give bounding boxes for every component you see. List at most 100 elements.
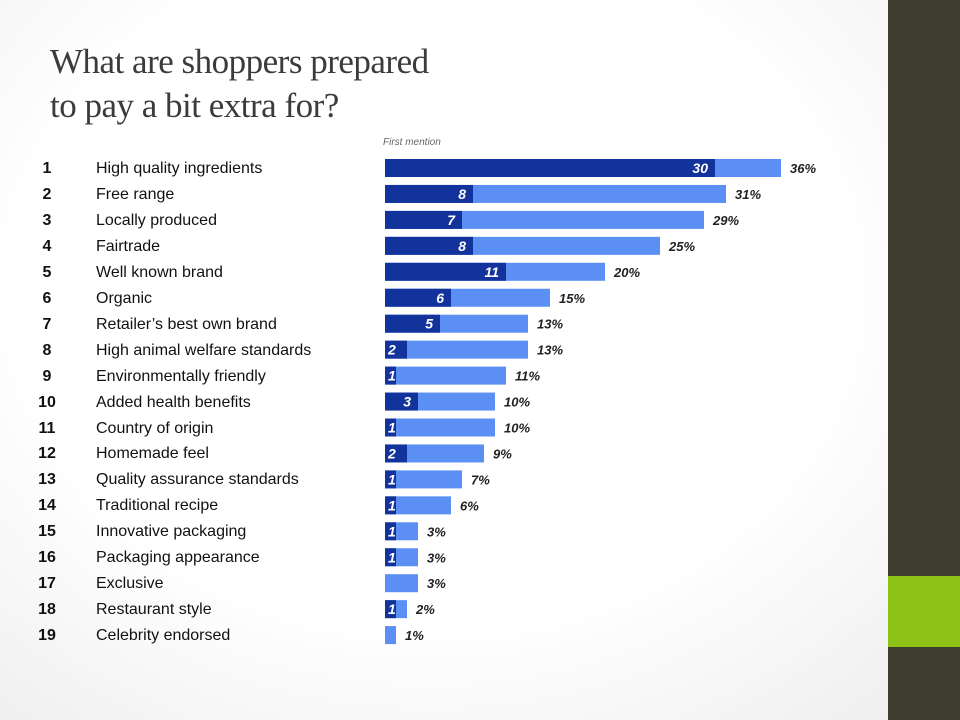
first-mention-value-label: 1: [388, 471, 396, 487]
rank-number: 1: [42, 160, 52, 177]
category-label: High animal welfare standards: [96, 341, 312, 359]
first-mention-value-label: 3: [403, 394, 411, 410]
category-label: Innovative packaging: [96, 523, 247, 541]
total-value-label: 6%: [460, 498, 479, 513]
rank-number: 5: [42, 263, 52, 281]
sidebar-accent-block: [888, 576, 960, 647]
first-mention-value-label: 8: [458, 238, 466, 254]
first-mention-value-label: 30: [692, 160, 708, 176]
category-label: High quality ingredients: [96, 160, 263, 177]
total-bar: [385, 496, 451, 515]
category-label: Quality assurance standards: [96, 471, 299, 489]
first-mention-bar: [385, 314, 440, 333]
first-mention-value-label: 1: [388, 497, 396, 513]
first-mention-bar: [385, 236, 473, 255]
total-value-label: 3%: [427, 550, 446, 565]
rank-number: 14: [38, 497, 56, 515]
title-line-1: What are shoppers prepared: [50, 42, 429, 81]
rank-number: 10: [38, 393, 56, 411]
first-mention-value-label: 7: [447, 212, 456, 228]
first-mention-bar: [385, 496, 396, 515]
first-mention-value-label: 1: [388, 549, 396, 565]
total-value-label: 29%: [712, 213, 739, 228]
category-label: Homemade feel: [96, 445, 209, 463]
first-mention-value-label: 6: [436, 290, 444, 306]
total-value-label: 13%: [537, 317, 563, 332]
category-label: Celebrity endorsed: [96, 627, 231, 645]
total-bar: [385, 444, 484, 463]
category-label: Added health benefits: [96, 393, 251, 411]
title-line-2: to pay a bit extra for?: [50, 86, 339, 125]
total-value-label: 20%: [613, 265, 640, 280]
slide-title: What are shoppers prepared to pay a bit …: [50, 40, 570, 128]
total-bar: [385, 626, 396, 645]
first-mention-value-label: 1: [388, 420, 396, 436]
first-mention-legend: First mention: [383, 137, 441, 148]
rank-number: 16: [38, 549, 56, 567]
rank-number: 7: [42, 315, 52, 333]
rank-number: 9: [42, 367, 52, 385]
category-label: Exclusive: [96, 575, 164, 593]
rank-number: 13: [38, 471, 56, 489]
first-mention-bar: [385, 522, 396, 541]
total-value-label: 3%: [427, 524, 446, 539]
rank-number: 11: [38, 419, 56, 437]
rank-number: 6: [42, 289, 52, 307]
category-label: Restaurant style: [96, 601, 212, 619]
total-value-label: 25%: [668, 239, 695, 254]
first-mention-bar: [385, 548, 396, 567]
first-mention-bar: [385, 470, 396, 489]
rank-number: 15: [38, 523, 56, 541]
first-mention-bar: [385, 392, 418, 411]
total-value-label: 36%: [790, 161, 816, 176]
rank-number: 4: [42, 237, 52, 255]
total-value-label: 10%: [504, 395, 530, 410]
first-mention-value-label: 11: [484, 264, 499, 280]
first-mention-value-label: 2: [387, 342, 396, 358]
first-mention-bar: [385, 340, 407, 359]
first-mention-bar: [385, 600, 396, 619]
rank-number: 8: [42, 341, 52, 359]
category-label: Traditional recipe: [96, 497, 219, 515]
total-value-label: 2%: [415, 602, 435, 617]
total-bar: [385, 210, 704, 229]
rank-number: 3: [42, 211, 52, 229]
first-mention-bar: [385, 210, 462, 229]
first-mention-value-label: 1: [388, 368, 396, 384]
category-label: Well known brand: [96, 263, 223, 281]
total-value-label: 7%: [471, 472, 490, 487]
first-mention-bar: [385, 288, 451, 307]
first-mention-bar: [385, 159, 715, 177]
total-value-label: 10%: [504, 421, 530, 436]
total-bar: [385, 366, 506, 385]
category-label: Packaging appearance: [96, 549, 260, 567]
total-value-label: 3%: [427, 576, 446, 591]
first-mention-value-label: 1: [388, 523, 396, 539]
total-value-label: 15%: [559, 291, 585, 306]
rank-number: 2: [42, 185, 52, 203]
total-bar: [385, 574, 418, 593]
category-label: Retailer’s best own brand: [96, 315, 277, 333]
total-value-label: 13%: [537, 343, 563, 358]
first-mention-value-label: 8: [458, 186, 466, 202]
first-mention-bar: [385, 184, 473, 203]
total-bar: [385, 340, 528, 359]
total-value-label: 11%: [515, 369, 540, 384]
category-label: Fairtrade: [96, 237, 161, 255]
category-label: Environmentally friendly: [96, 367, 266, 385]
category-label: Country of origin: [96, 419, 214, 437]
first-mention-bar: [385, 262, 506, 281]
total-value-label: 9%: [493, 446, 512, 461]
total-bar: [385, 418, 495, 437]
first-mention-bar: [385, 418, 396, 437]
first-mention-value-label: 1: [388, 601, 396, 617]
rank-number: 12: [38, 445, 56, 463]
bar-chart: 30 36%8 31%7 29%8 25%11 20%6 15%5 13%2 13%1 11%3 1…: [385, 159, 816, 645]
category-label: Locally produced: [96, 211, 217, 229]
rank-number: 19: [38, 627, 56, 645]
category-label: Free range: [96, 185, 175, 203]
total-value-label: 31%: [735, 187, 761, 202]
total-value-label: 1%: [405, 628, 424, 643]
first-mention-value-label: 2: [387, 445, 396, 461]
rank-number: 17: [38, 575, 56, 593]
